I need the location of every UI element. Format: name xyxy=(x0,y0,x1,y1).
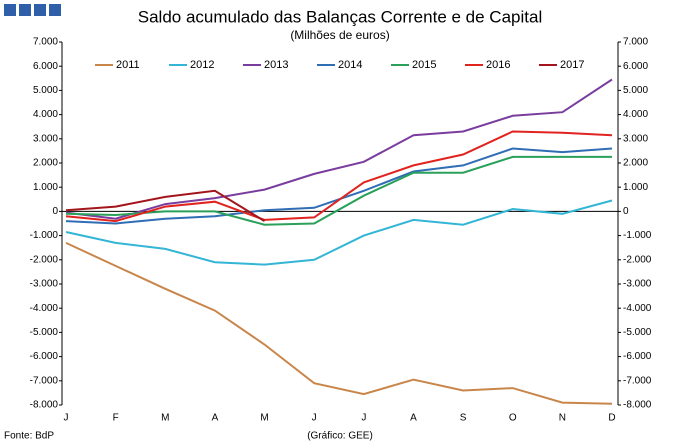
y2-tick-label: -8.000 xyxy=(623,400,652,411)
y-tick-label: -5.000 xyxy=(30,327,59,338)
series-line xyxy=(65,130,613,223)
y-tick-label: -6.000 xyxy=(30,351,59,362)
x-tick-label: N xyxy=(559,413,566,424)
y2-tick-label: 3.000 xyxy=(623,133,648,144)
y-tick-label: 2.000 xyxy=(33,158,58,169)
y2-tick-label: -6.000 xyxy=(623,351,652,362)
y2-tick-label: -7.000 xyxy=(623,375,652,386)
legend-label: 2012 xyxy=(190,59,214,71)
series-line xyxy=(65,155,612,226)
y2-tick-label: 1.000 xyxy=(623,182,648,193)
x-tick-label: J xyxy=(312,413,317,424)
y-tick-label: 0 xyxy=(52,206,58,217)
legend-label: 2016 xyxy=(486,59,510,71)
x-tick-label: J xyxy=(361,413,366,424)
series-line xyxy=(65,199,613,266)
series-line xyxy=(65,241,613,405)
series-line xyxy=(65,189,266,222)
x-tick-label: S xyxy=(460,413,467,424)
source: Fonte: BdP xyxy=(4,431,54,442)
series-line xyxy=(65,78,613,220)
y-tick-label: 6.000 xyxy=(33,61,58,72)
y-tick-label: -1.000 xyxy=(30,230,59,241)
x-tick-label: A xyxy=(212,413,219,424)
logo xyxy=(4,4,61,16)
credit: (Gráfico: GEE) xyxy=(307,431,373,442)
y2-tick-label: 0 xyxy=(623,206,629,217)
y2-tick-label: 6.000 xyxy=(623,61,648,72)
x-tick-label: F xyxy=(113,413,119,424)
y-tick-label: -3.000 xyxy=(30,279,59,290)
x-tick-label: M xyxy=(260,413,268,424)
legend-label: 2013 xyxy=(264,59,288,71)
legend-label: 2014 xyxy=(338,59,362,71)
y2-tick-label: 5.000 xyxy=(623,85,648,96)
y2-tick-label: -3.000 xyxy=(623,279,652,290)
y2-tick-label: -5.000 xyxy=(623,327,652,338)
y2-tick-label: -2.000 xyxy=(623,254,652,265)
y2-tick-label: 2.000 xyxy=(623,158,648,169)
legend-label: 2017 xyxy=(560,59,584,71)
chart-subtitle: (Milhões de euros) xyxy=(290,28,389,42)
y-tick-label: -7.000 xyxy=(30,375,59,386)
y-tick-label: 7.000 xyxy=(33,37,58,48)
y2-tick-label: 7.000 xyxy=(623,37,648,48)
y-tick-label: 5.000 xyxy=(33,85,58,96)
y2-tick-label: -1.000 xyxy=(623,230,652,241)
legend-label: 2011 xyxy=(116,59,140,71)
x-tick-label: M xyxy=(161,413,169,424)
x-tick-label: D xyxy=(608,413,615,424)
legend-label: 2015 xyxy=(412,59,436,71)
y-tick-label: -8.000 xyxy=(30,400,59,411)
y-tick-label: 4.000 xyxy=(33,109,58,120)
chart-title: Saldo acumulado das Balanças Corrente e … xyxy=(138,7,542,26)
x-tick-label: O xyxy=(509,413,517,424)
y-tick-label: 1.000 xyxy=(33,182,58,193)
x-tick-label: A xyxy=(410,413,417,424)
y2-tick-label: -4.000 xyxy=(623,303,652,314)
y2-tick-label: 4.000 xyxy=(623,109,648,120)
y-tick-label: 3.000 xyxy=(33,133,58,144)
y-tick-label: -4.000 xyxy=(30,303,59,314)
y-tick-label: -2.000 xyxy=(30,254,59,265)
x-tick-label: J xyxy=(64,413,69,424)
